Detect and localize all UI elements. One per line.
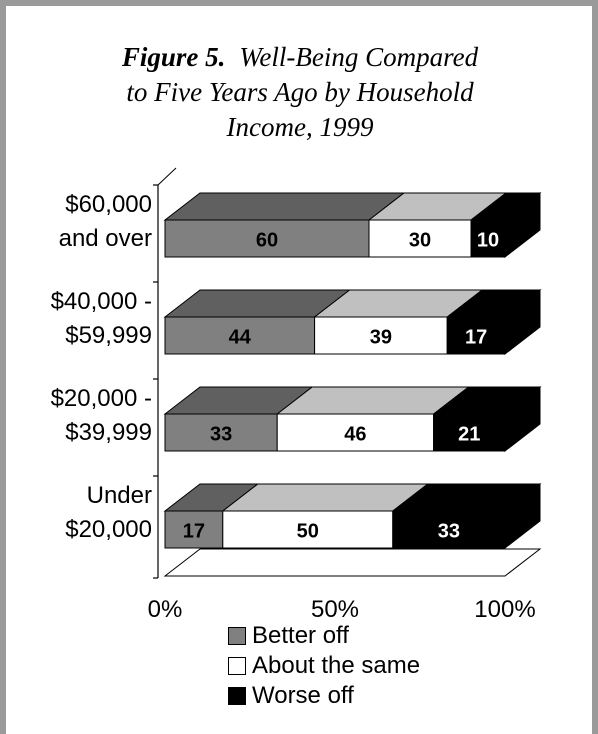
y-axis-depth-line (157, 167, 177, 186)
category-label: $60,000 and over (59, 191, 152, 252)
bar-side-worse-off (504, 482, 541, 550)
category-label-line: and over (59, 225, 152, 252)
legend-swatch-better-off (228, 627, 246, 645)
data-label-better-off: 33 (210, 424, 232, 446)
data-label-worse-off: 10 (477, 230, 499, 252)
legend-label-about-same: About the same (252, 652, 421, 679)
bar-better-off (164, 510, 224, 549)
title-line-1: Well-Being Compared (239, 42, 479, 72)
category-label: Under $20,000 (65, 482, 152, 543)
figure-label: Figure 5. (121, 42, 226, 72)
x-tick-label: 50% (311, 596, 359, 620)
bar-side-worse-off (504, 288, 541, 356)
bar-about-same (222, 510, 394, 549)
bar-side-worse-off (504, 191, 541, 259)
legend-label-better-off: Better off (252, 622, 349, 649)
bar-about-same (368, 219, 472, 258)
category-label-line: Under (87, 482, 152, 509)
chart-floor (163, 548, 542, 577)
legend-swatch-worse-off (228, 687, 246, 705)
data-label-about-same: 50 (297, 521, 319, 543)
category-label-line: $20,000 (65, 516, 152, 543)
bar-better-off (164, 413, 278, 452)
bar-top-better-off (163, 192, 406, 221)
x-tick-label: 100% (474, 596, 535, 620)
data-label-about-same: 39 (370, 327, 392, 349)
data-label-better-off: 17 (183, 521, 205, 543)
bar-worse-off (470, 219, 506, 258)
category-label-line: $20,000 - (51, 385, 152, 412)
data-label-better-off: 60 (256, 230, 278, 252)
legend-item-better-off: Better off (228, 621, 420, 651)
title-line-2: to Five Years Ago by Household (126, 77, 474, 107)
category-label-line: $60,000 (65, 191, 152, 218)
category-label: $40,000 - $59,999 (51, 288, 152, 349)
x-tick-label: 0% (148, 596, 183, 620)
legend-item-about-same: About the same (228, 651, 420, 681)
data-label-better-off: 44 (229, 327, 252, 349)
data-label-worse-off: 21 (458, 424, 480, 446)
legend-swatch-about-same (228, 657, 246, 675)
data-label-worse-off: 33 (438, 521, 460, 543)
chart-title: Figure 5. Well-Being Compared to Five Yea… (40, 40, 560, 145)
bar-top-about-same (221, 483, 430, 512)
legend-label-worse-off: Worse off (252, 682, 354, 709)
legend-item-worse-off: Worse off (228, 681, 420, 711)
bar-better-off (164, 219, 370, 258)
data-label-about-same: 46 (344, 424, 366, 446)
bar-worse-off (392, 510, 506, 549)
data-label-about-same: 30 (409, 230, 431, 252)
legend: Better off About the same Worse off (228, 621, 420, 711)
bar-side-worse-off (504, 385, 541, 453)
bar-about-same (314, 316, 448, 355)
bar-worse-off (433, 413, 506, 452)
category-label-line: $40,000 - (51, 288, 152, 315)
stacked-bar-chart: 60 30 10 $60,000 and over 44 39 17 $40,000 - $59,… (51, 167, 542, 620)
category-label-line: $39,999 (65, 419, 152, 446)
data-label-worse-off: 17 (465, 327, 487, 349)
title-line-3: Income, 1999 (226, 112, 374, 142)
category-label-line: $59,999 (65, 322, 152, 349)
bar-about-same (276, 413, 435, 452)
category-label: $20,000 - $39,999 (51, 385, 152, 446)
